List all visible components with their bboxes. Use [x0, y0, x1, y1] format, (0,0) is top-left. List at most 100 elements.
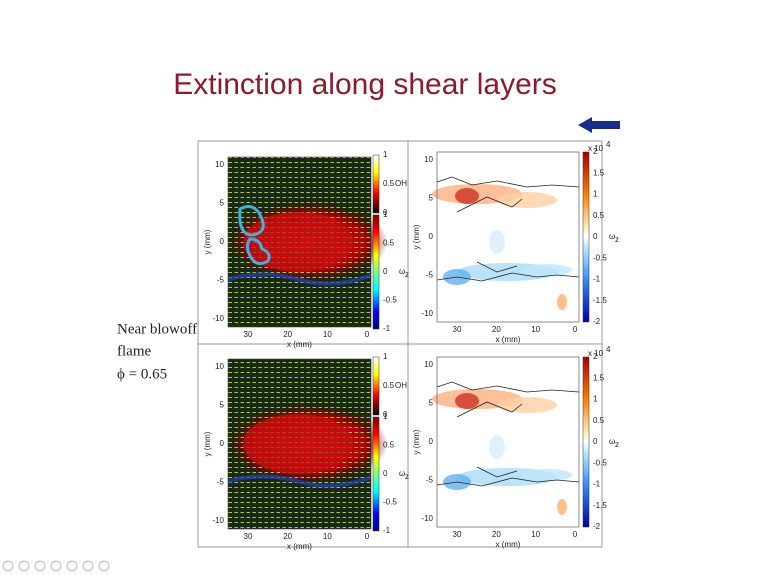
colorbar	[373, 155, 379, 213]
colorbar-tick-label: -0.5	[593, 253, 607, 262]
vorticity-blob	[557, 294, 567, 310]
colorbar-tick-label: -0.5	[383, 498, 397, 507]
colorbar	[373, 357, 379, 415]
nav-icon[interactable]	[67, 561, 77, 571]
y-tick-label: 0	[220, 237, 225, 246]
y-tick-label: 10	[424, 155, 433, 164]
y-axis-label: y (mm)	[412, 429, 421, 454]
x-axis-label: x (mm)	[287, 542, 312, 551]
colorbar	[583, 357, 589, 527]
y-tick-label: 10	[424, 360, 433, 369]
colorbar-tick-label: 0.5	[383, 179, 395, 188]
y-tick-label: -10	[212, 516, 224, 525]
vorticity-blob	[455, 393, 479, 409]
y-axis-label: y (mm)	[203, 229, 212, 254]
colorbar-multiplier-sup: 4	[606, 345, 611, 354]
colorbar-label: OH	[395, 179, 407, 188]
colorbar-tick-label: 0	[383, 469, 388, 478]
colorbar-tick-label: 1.5	[593, 168, 605, 177]
nav-icon[interactable]	[35, 561, 45, 571]
x-axis-label: x (mm)	[287, 340, 312, 349]
colorbar-tick-label: -1.5	[593, 296, 607, 305]
y-tick-label: 5	[220, 199, 225, 208]
vorticity-blob	[489, 230, 505, 254]
colorbar-tick-label: 1.5	[593, 373, 605, 382]
colorbar-tick-label: 0.5	[593, 416, 605, 425]
field-background	[437, 357, 579, 527]
x-tick-label: 30	[453, 530, 462, 539]
x-tick-label: 30	[453, 325, 462, 334]
y-tick-label: 10	[215, 362, 224, 371]
x-tick-label: 20	[492, 530, 501, 539]
y-tick-label: 0	[429, 232, 434, 241]
vorticity-blob	[522, 469, 572, 481]
y-tick-label: 5	[220, 401, 225, 410]
x-axis-label: x (mm)	[496, 540, 521, 549]
nav-icon[interactable]	[19, 561, 29, 571]
colorbar-tick-label: -2	[593, 522, 601, 531]
colorbar-tick-label: -1	[593, 480, 601, 489]
x-tick-label: 10	[531, 325, 540, 334]
colorbar-tick-label: -2	[593, 317, 601, 326]
colorbar-label-sub: z	[615, 235, 619, 244]
vorticity-blob	[489, 435, 505, 459]
colorbar-tick-label: 0.5	[593, 211, 605, 220]
x-tick-label: 0	[573, 325, 578, 334]
y-tick-label: -5	[217, 478, 225, 487]
y-tick-label: -5	[426, 476, 434, 485]
colorbar	[583, 152, 589, 322]
colorbar-label-sub: z	[405, 472, 409, 481]
colorbar-tick-label: -0.5	[383, 296, 397, 305]
back-arrow[interactable]	[578, 117, 620, 133]
nav-icon[interactable]	[83, 561, 93, 571]
y-tick-label: -10	[421, 309, 433, 318]
colorbar-tick-label: 0	[593, 232, 598, 241]
nav-icon[interactable]	[51, 561, 61, 571]
x-tick-label: 30	[244, 330, 253, 339]
colorbar-multiplier-sup: 4	[606, 140, 611, 149]
vorticity-blob	[557, 499, 567, 515]
x-tick-label: 20	[492, 325, 501, 334]
y-tick-label: -5	[426, 271, 434, 280]
y-tick-label: 5	[429, 194, 434, 203]
y-tick-label: 5	[429, 399, 434, 408]
side-label-line: flame	[117, 343, 151, 359]
y-tick-label: -10	[421, 514, 433, 523]
y-tick-label: 10	[215, 160, 224, 169]
colorbar-tick-label: 1	[593, 190, 598, 199]
colorbar-tick-label: 1	[383, 210, 388, 219]
y-axis-label: y (mm)	[203, 431, 212, 456]
slide-title: Extinction along shear layers	[173, 68, 557, 101]
x-tick-label: 30	[244, 532, 253, 541]
x-tick-label: 0	[365, 330, 370, 339]
x-tick-label: 20	[283, 532, 292, 541]
x-tick-label: 10	[323, 330, 332, 339]
flame-core	[243, 414, 353, 474]
y-tick-label: -5	[217, 276, 225, 285]
colorbar-tick-label: 0	[593, 437, 598, 446]
colorbar-tick-label: 1	[593, 395, 598, 404]
x-axis-label: x (mm)	[496, 335, 521, 344]
field-background	[437, 152, 579, 322]
colorbar-multiplier: x 10	[588, 144, 604, 153]
nav-icon[interactable]	[3, 561, 13, 571]
colorbar-tick-label: -1	[383, 324, 391, 333]
y-tick-label: 0	[429, 437, 434, 446]
vorticity-blob	[497, 397, 557, 413]
x-tick-label: 10	[531, 530, 540, 539]
colorbar-tick-label: 1	[383, 352, 388, 361]
colorbar-label: OH	[395, 381, 407, 390]
side-label-line: ϕ = 0.65	[117, 366, 167, 382]
colorbar-multiplier: x 10	[588, 349, 604, 358]
slide: Extinction along shear layers Near blowo…	[0, 0, 767, 578]
colorbar	[373, 215, 379, 329]
colorbar-tick-label: 0.5	[383, 441, 395, 450]
vorticity-blob	[522, 264, 572, 276]
nav-icon[interactable]	[99, 561, 109, 571]
colorbar-tick-label: 0.5	[383, 381, 395, 390]
side-label-line: Near blowoff	[117, 321, 197, 337]
vorticity-blob	[497, 192, 557, 208]
colorbar	[373, 417, 379, 531]
